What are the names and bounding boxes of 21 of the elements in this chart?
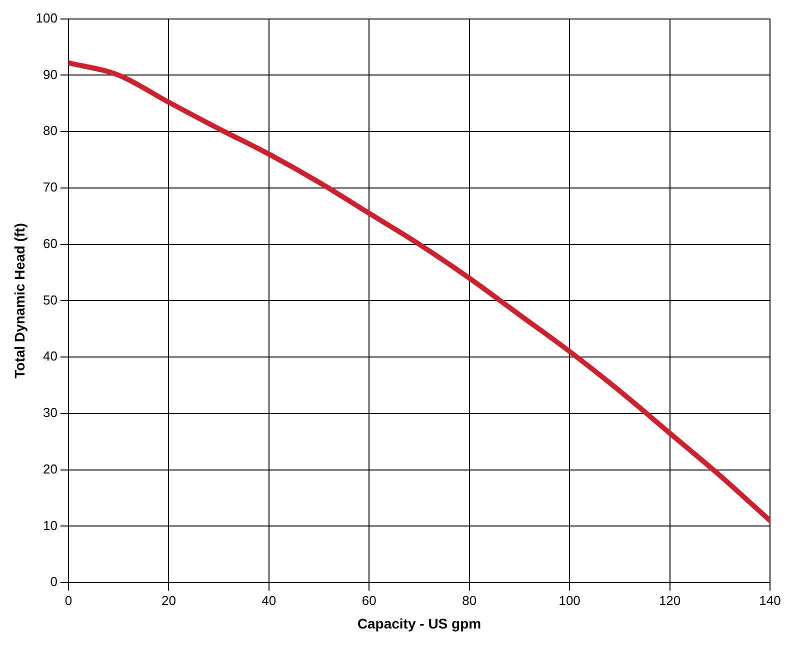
y-axis-title: Total Dynamic Head (ft) <box>11 223 28 378</box>
x-tick-label: 80 <box>462 592 477 608</box>
x-tick-label: 40 <box>262 592 276 608</box>
y-tick-label: 30 <box>43 405 58 420</box>
y-tick-label: 0 <box>50 574 58 590</box>
x-tick-label: 20 <box>161 592 176 608</box>
x-axis-title: Capacity - US gpm <box>357 615 482 632</box>
x-tick-label: 100 <box>558 592 580 608</box>
y-tick-label: 20 <box>43 461 58 476</box>
y-tick-label: 60 <box>43 236 58 251</box>
x-tick-label: 120 <box>658 592 681 608</box>
y-tick-label: 90 <box>43 66 58 82</box>
x-tick-label: 0 <box>64 592 72 608</box>
y-tick-label: 40 <box>43 348 58 364</box>
y-tick-label: 10 <box>43 518 58 533</box>
y-tick-label: 80 <box>43 123 58 138</box>
y-tick-label: 50 <box>43 292 58 308</box>
y-tick-label: 100 <box>36 10 58 26</box>
y-tick-label: 70 <box>43 180 58 195</box>
x-tick-label: 60 <box>362 592 376 608</box>
x-tick-label: 140 <box>759 592 781 608</box>
